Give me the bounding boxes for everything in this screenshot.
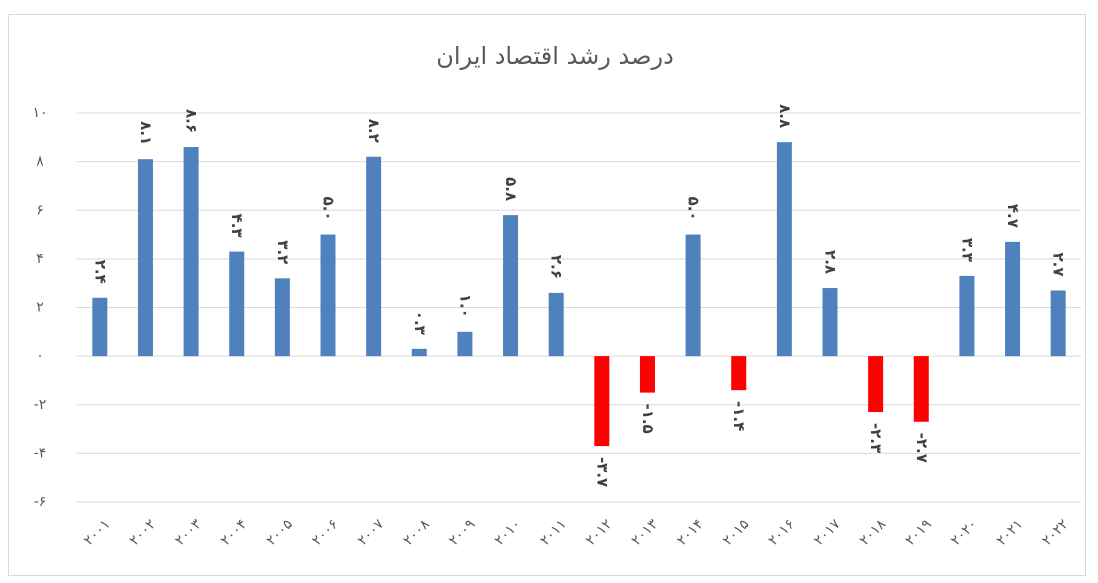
- data-label: -۲.۷: [913, 433, 931, 463]
- y-tick-label: ۶: [36, 202, 44, 218]
- bar: [411, 348, 427, 357]
- data-label: ۲.۴: [91, 260, 109, 284]
- data-label: ۱.۰: [456, 294, 474, 318]
- data-label: ۴.۳: [228, 214, 246, 238]
- data-label: ۵.۸: [502, 177, 520, 201]
- bar: [1005, 241, 1021, 357]
- data-label: ۸.۱: [137, 121, 155, 145]
- bar: [868, 356, 884, 413]
- y-tick-label: ۴: [36, 251, 44, 267]
- data-label: ۸.۲: [365, 119, 383, 143]
- data-label: ۳.۲: [274, 240, 292, 264]
- bar: [503, 215, 519, 357]
- bar: [183, 147, 199, 357]
- data-label: ۰.۳: [411, 311, 429, 335]
- bar: [685, 234, 701, 357]
- data-label: ۲.۶: [548, 255, 566, 279]
- y-tick-label: ۲: [36, 300, 44, 316]
- data-label: ۸.۸: [776, 104, 794, 128]
- bar: [913, 356, 929, 422]
- data-label: ۲.۸: [822, 250, 840, 274]
- data-label: -۳.۷: [593, 457, 611, 487]
- data-label: -۲.۳: [867, 423, 885, 453]
- bar: [959, 275, 975, 357]
- data-label: -۱.۴: [730, 401, 748, 431]
- y-tick-label: ۰: [36, 348, 44, 364]
- data-label: ۸.۶: [183, 109, 201, 133]
- bar: [776, 142, 792, 357]
- chart-border: [8, 14, 1086, 576]
- bar: [731, 356, 747, 391]
- data-label: ۳.۳: [958, 238, 976, 262]
- bar: [1050, 290, 1066, 357]
- data-label: ۵.۰: [685, 197, 703, 221]
- data-label: ۲.۷: [1050, 252, 1068, 276]
- data-label: ۵.۰: [320, 197, 338, 221]
- bar: [457, 331, 473, 357]
- bar: [639, 356, 655, 393]
- y-tick-label: ۱۰: [32, 105, 47, 121]
- bar: [229, 251, 245, 357]
- y-tick-label: -۶: [34, 494, 47, 510]
- bar: [274, 278, 290, 357]
- y-tick-label: -۲: [34, 397, 47, 413]
- bar: [594, 356, 610, 447]
- bar: [137, 159, 153, 357]
- bar: [320, 234, 336, 357]
- data-label: ۴.۷: [1004, 204, 1022, 228]
- y-tick-label: ۸: [36, 154, 44, 170]
- bar: [366, 156, 382, 357]
- bar: [92, 297, 108, 357]
- bar: [548, 292, 564, 357]
- data-label: -۱.۵: [639, 403, 657, 433]
- chart-title: درصد رشد اقتصاد ایران: [436, 42, 674, 70]
- bar: [822, 288, 838, 357]
- y-tick-label: -۴: [34, 445, 47, 461]
